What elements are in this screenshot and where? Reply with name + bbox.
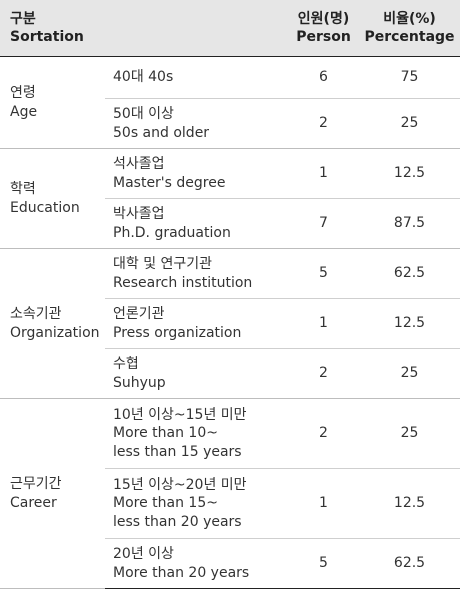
item-text-line: 언론기관 (113, 306, 165, 322)
item-text-line: 박사졸업 (113, 206, 165, 222)
group-label: 근무기간 Career (0, 398, 105, 589)
header-sortation-ko: 구분 (10, 11, 36, 27)
person-cell: 6 (288, 56, 360, 99)
item-text-line: More than 15~ (113, 495, 218, 512)
item-text-line: 대학 및 연구기관 (113, 256, 213, 272)
item-cell: 20년 이상 More than 20 years (105, 538, 289, 589)
item-text-line: Suhyup (113, 374, 166, 391)
header-percentage-ko: 비율(%) (383, 11, 436, 27)
person-cell: 5 (288, 248, 360, 299)
percentage-cell: 62.5 (359, 248, 460, 299)
item-text-line: less than 15 years (113, 443, 242, 460)
item-text-line: 10년 이상~15년 미만 (113, 406, 247, 423)
header-percentage-en: Percentage (364, 29, 455, 45)
table-row: 근무기간 Career 10년 이상~15년 미만 More than 10~ less… (0, 398, 460, 589)
item-cell: 40대 40s (105, 56, 289, 99)
group-label-en: Age (10, 103, 38, 120)
table-row: 박사졸업 Ph.D. graduation 7 87.5 (0, 198, 460, 249)
person-cell: 1 (288, 148, 360, 199)
header-row: 구분 Sortation 인원(명) Person 비율(%) Percenta… (0, 0, 460, 57)
item-text-line: 50s and older (113, 124, 210, 141)
group-label: 연령 Age (0, 56, 105, 149)
item-text-line: Ph.D. graduation (113, 224, 231, 241)
percentage-cell: 25 (359, 398, 460, 469)
table-row: 소속기관 Organization 대학 및 연구기관 Research instit… (0, 248, 460, 399)
table-row: 언론기관 Press organization 1 12.5 (0, 298, 460, 349)
percentage-cell: 25 (359, 98, 460, 149)
item-cell: 박사졸업 Ph.D. graduation (105, 198, 289, 249)
percentage-cell: 62.5 (359, 538, 460, 589)
percentage-cell: 12.5 (359, 298, 460, 349)
item-cell: 50대 이상 50s and older (105, 98, 289, 149)
percentage-cell: 12.5 (359, 148, 460, 199)
table-row: 학력 Education 석사졸업 Master's degree 1 12.5 (0, 148, 460, 249)
item-cell: 대학 및 연구기관 Research institution (105, 248, 289, 299)
item-text-line: 50대 이상 (113, 106, 174, 122)
percentage-cell: 75 (359, 56, 460, 99)
item-text-line: Research institution (113, 274, 253, 291)
table-body: 연령 Age 40대 40s 6 75 50대 이상 50s and older 2 25 학력 E… (0, 56, 460, 589)
group-label-en: Education (10, 199, 80, 216)
item-text-line: Master's degree (113, 174, 226, 191)
table-row: 15년 이상~20년 미만 More than 15~ less than 20 y… (0, 468, 460, 539)
person-cell: 7 (288, 198, 360, 249)
percentage-cell: 25 (359, 348, 460, 399)
person-cell: 2 (288, 98, 360, 149)
percentage-cell: 87.5 (359, 198, 460, 249)
person-cell: 1 (288, 468, 360, 539)
item-text-line: More than 20 years (113, 564, 250, 581)
item-text-line: Press organization (113, 324, 242, 341)
person-cell: 2 (288, 348, 360, 399)
group-label-ko: 연령 (10, 85, 36, 101)
item-text-line: 수협 (113, 356, 139, 372)
item-text-line: More than 10~ (113, 425, 218, 442)
table-row: 수협 Suhyup 2 25 (0, 348, 460, 399)
person-cell: 2 (288, 398, 360, 469)
group-label-ko: 학력 (10, 181, 36, 197)
group-label-ko: 소속기관 (10, 306, 62, 322)
item-cell: 15년 이상~20년 미만 More than 15~ less than 20 y… (105, 468, 289, 539)
header-sortation: 구분 Sortation (0, 0, 289, 57)
group-label-en: Organization (10, 324, 100, 341)
item-cell: 수협 Suhyup (105, 348, 289, 399)
person-cell: 5 (288, 538, 360, 589)
item-text-line: 40대 40s (113, 69, 174, 86)
header-person: 인원(명) Person (288, 0, 360, 57)
percentage-cell: 12.5 (359, 468, 460, 539)
header-person-ko: 인원(명) (297, 11, 350, 27)
person-cell: 1 (288, 298, 360, 349)
header-sortation-en: Sortation (10, 29, 84, 45)
item-cell: 석사졸업 Master's degree (105, 148, 289, 199)
group-label-en: Career (10, 494, 57, 511)
item-text-line: 15년 이상~20년 미만 (113, 476, 247, 493)
item-cell: 10년 이상~15년 미만 More than 10~ less than 15 y… (105, 398, 289, 469)
table-row: 50대 이상 50s and older 2 25 (0, 98, 460, 149)
group-label: 학력 Education (0, 148, 105, 249)
group-label: 소속기관 Organization (0, 248, 105, 399)
group-label-ko: 근무기간 (10, 476, 62, 492)
item-text-line: less than 20 years (113, 513, 242, 530)
table-row: 연령 Age 40대 40s 6 75 (0, 56, 460, 149)
header-percentage: 비율(%) Percentage (359, 0, 460, 57)
item-text-line: 20년 이상 (113, 546, 174, 562)
item-cell: 언론기관 Press organization (105, 298, 289, 349)
header-person-en: Person (296, 29, 351, 45)
item-text-line: 석사졸업 (113, 156, 165, 172)
